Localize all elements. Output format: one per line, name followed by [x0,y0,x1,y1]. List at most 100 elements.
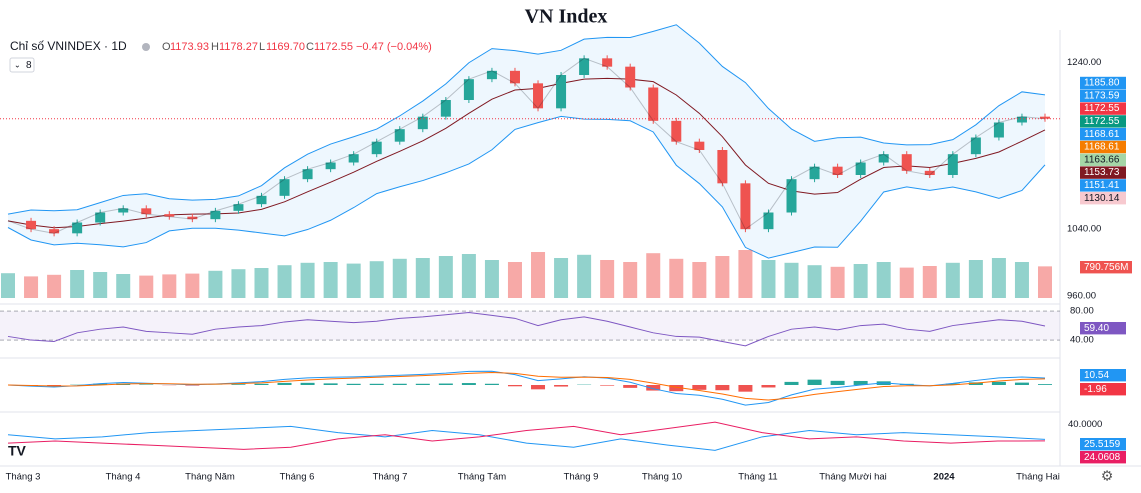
change: −0.47 (−0.04%) [356,41,432,53]
volume-bar [1014,262,1029,298]
ohlc-value: 1169.70 [266,41,305,53]
candle [717,150,728,184]
candle [947,154,958,175]
y-tick-label: 960.00 [1067,290,1096,301]
price-label-bg [1080,140,1126,154]
candle [187,216,198,220]
macd-histogram [323,383,338,385]
macd-histogram [254,383,269,385]
volume-bar [738,250,753,298]
x-tick-label: Tháng 3 [6,472,41,483]
macd-histogram [945,383,960,385]
volume-bar [692,262,707,298]
candle [440,100,451,117]
macd-histogram [669,385,684,392]
rsi-band [0,311,1060,341]
candle [579,58,590,75]
macd-histogram [231,384,246,385]
x-tick-label: Tháng Mười hai [819,472,887,483]
volume-bar [507,262,522,298]
rsi-label-bg [1080,322,1126,335]
x-tick-label: Tháng 9 [564,472,599,483]
volume-bar [577,254,592,298]
macd-histogram [853,380,868,385]
candle [625,66,636,88]
volume-bar [554,258,569,298]
rsi-line [7,312,1046,347]
volume-label: 790.756M [1084,262,1128,273]
volume-label-bg [1080,261,1132,274]
price-label-bg [1080,115,1126,128]
candle [95,212,106,223]
dmi-line [7,421,1046,450]
ohlc-key: H [211,41,219,53]
candle [26,220,37,230]
macd-histogram [554,385,569,387]
candle [602,58,613,67]
rsi-tick-label: 40.00 [1070,335,1094,346]
macd-histogram [47,385,62,386]
bollinger-lower [7,115,1046,259]
candle [694,141,705,150]
bollinger-band [8,24,1045,259]
price-label-bg [1080,166,1126,179]
volume-bar [93,272,108,298]
price-label: 1172.55 [1084,103,1120,114]
macd-histogram [784,381,799,385]
candle [394,129,405,142]
volume-bar [876,262,891,298]
volume-bar [600,260,615,298]
macd-histogram [600,385,615,386]
ohlc-value: 1178.27 [219,41,258,53]
macd-histogram [277,382,292,385]
y-tick-label: 1040.00 [1067,224,1101,235]
volume-bar [761,260,776,298]
volume-bar [922,266,937,298]
candle [901,154,912,171]
volume-bar [70,270,85,298]
candle [809,166,820,180]
x-tick-label: Tháng 7 [373,472,408,483]
macd-histogram [692,385,707,390]
candle [463,79,474,100]
candle [509,70,520,84]
volume-bar [807,265,822,298]
indicator-count: 8 [26,60,32,71]
macd-histogram [415,383,430,385]
candle [233,204,244,211]
dmi-label-bg [1080,451,1126,464]
volume-bar [392,258,407,298]
logo: TV [8,443,27,459]
y-tick-label: 1240.00 [1067,57,1101,68]
macd-histogram [531,385,546,390]
volume-bar [853,264,868,298]
macd-histogram [738,385,753,392]
macd-label-bg [1080,383,1126,396]
candle [302,169,313,180]
price-label: 1173.59 [1084,90,1120,101]
indicator-toggle[interactable] [9,57,35,73]
price-label-bg [1080,102,1126,115]
volume-bar [830,266,845,298]
volume-bar [300,262,315,298]
volume-bar [415,258,430,298]
price-line [7,57,1046,234]
macd-histogram [761,385,776,388]
candle [118,208,129,213]
candle [141,208,152,215]
macd-histogram [392,383,407,385]
volume-bar [1,273,15,298]
price-label: 1168.61 [1084,142,1120,153]
macd-histogram [968,382,983,385]
settings[interactable]: ⚙ [1101,468,1114,484]
price-label-bg [1080,89,1126,102]
dmi-label: 25.5159 [1084,439,1121,450]
dmi-label-bg [1080,438,1126,451]
macd-histogram [646,385,661,391]
candle [371,141,382,155]
candle [993,122,1004,138]
x-tick-label: Tháng 10 [642,472,682,483]
dmi-tick-label: 40.0000 [1068,419,1102,430]
candle [72,222,83,234]
macd-histogram [807,379,822,385]
